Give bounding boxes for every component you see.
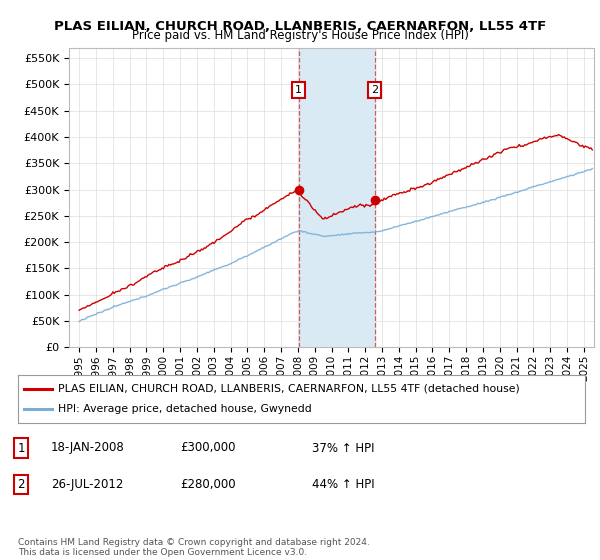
Text: 18-JAN-2008: 18-JAN-2008 — [51, 441, 125, 455]
Text: 37% ↑ HPI: 37% ↑ HPI — [312, 441, 374, 455]
Text: 2: 2 — [371, 85, 378, 95]
Text: £280,000: £280,000 — [180, 478, 236, 491]
Text: HPI: Average price, detached house, Gwynedd: HPI: Average price, detached house, Gwyn… — [58, 404, 311, 414]
Text: 26-JUL-2012: 26-JUL-2012 — [51, 478, 124, 491]
Text: Price paid vs. HM Land Registry's House Price Index (HPI): Price paid vs. HM Land Registry's House … — [131, 29, 469, 42]
Text: 1: 1 — [295, 85, 302, 95]
Text: Contains HM Land Registry data © Crown copyright and database right 2024.
This d: Contains HM Land Registry data © Crown c… — [18, 538, 370, 557]
Text: 44% ↑ HPI: 44% ↑ HPI — [312, 478, 374, 491]
Text: 1: 1 — [17, 441, 25, 455]
Text: PLAS EILIAN, CHURCH ROAD, LLANBERIS, CAERNARFON, LL55 4TF: PLAS EILIAN, CHURCH ROAD, LLANBERIS, CAE… — [54, 20, 546, 32]
Text: PLAS EILIAN, CHURCH ROAD, LLANBERIS, CAERNARFON, LL55 4TF (detached house): PLAS EILIAN, CHURCH ROAD, LLANBERIS, CAE… — [58, 384, 520, 394]
Text: 2: 2 — [17, 478, 25, 491]
Text: £300,000: £300,000 — [180, 441, 235, 455]
Bar — [299, 48, 374, 347]
